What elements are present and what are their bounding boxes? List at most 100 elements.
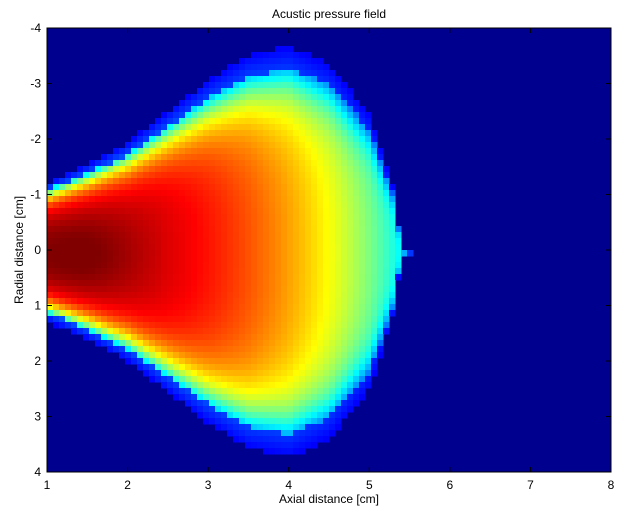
heatmap-cell (293, 298, 300, 305)
heatmap-cell (119, 208, 126, 215)
heatmap-cell (347, 316, 354, 323)
heatmap-cell (299, 256, 306, 263)
heatmap-cell (281, 274, 288, 281)
heatmap-cell (329, 412, 336, 419)
heatmap-cell (311, 184, 318, 191)
heatmap-cell (179, 250, 186, 257)
heatmap-cell (59, 238, 66, 245)
heatmap-cell (131, 346, 138, 353)
heatmap-cell (173, 124, 180, 131)
heatmap-cell (233, 76, 240, 83)
heatmap-cell (341, 166, 348, 173)
heatmap-cell (305, 130, 312, 137)
heatmap-cell (233, 364, 240, 371)
heatmap-cell (65, 244, 72, 251)
heatmap-cell (131, 298, 138, 305)
heatmap-cell (161, 316, 168, 323)
heatmap-cell (185, 328, 192, 335)
heatmap-cell (155, 130, 162, 137)
heatmap-cell (383, 268, 390, 275)
heatmap-cell (377, 196, 384, 203)
heatmap-cell (347, 172, 354, 179)
heatmap-cell (227, 76, 234, 83)
heatmap-cell (317, 94, 324, 101)
heatmap-cell (233, 370, 240, 377)
heatmap-cell (143, 208, 150, 215)
heatmap-cell (281, 316, 288, 323)
heatmap-cell (245, 172, 252, 179)
heatmap-cell (155, 238, 162, 245)
heatmap-cell (353, 226, 360, 233)
heatmap-cell (101, 184, 108, 191)
heatmap-cell (299, 292, 306, 299)
heatmap-cell (215, 304, 222, 311)
heatmap-cell (299, 274, 306, 281)
heatmap-cell (179, 136, 186, 143)
heatmap-cell (323, 190, 330, 197)
heatmap-cell (89, 244, 96, 251)
heatmap-cell (293, 400, 300, 407)
heatmap-cell (113, 310, 120, 317)
heatmap-cell (323, 430, 330, 437)
heatmap-cell (323, 304, 330, 311)
heatmap-cell (131, 304, 138, 311)
heatmap-cell (65, 202, 72, 209)
heatmap-cell (83, 214, 90, 221)
heatmap-cell (47, 304, 54, 311)
heatmap-cell (197, 196, 204, 203)
heatmap-cell (317, 316, 324, 323)
heatmap-cell (293, 448, 300, 455)
heatmap-cell (299, 244, 306, 251)
heatmap-cell (317, 58, 324, 65)
heatmap-cell (257, 64, 264, 71)
heatmap-cell (263, 178, 270, 185)
heatmap-cell (245, 256, 252, 263)
heatmap-cell (365, 136, 372, 143)
heatmap-cell (281, 382, 288, 389)
heatmap-cell (353, 310, 360, 317)
heatmap-cell (329, 124, 336, 131)
heatmap-cell (185, 310, 192, 317)
heatmap-cell (197, 400, 204, 407)
heatmap-cell (221, 352, 228, 359)
heatmap-cell (335, 82, 342, 89)
heatmap-cell (251, 226, 258, 233)
heatmap-cell (209, 250, 216, 257)
heatmap-cell (143, 304, 150, 311)
heatmap-cell (185, 106, 192, 113)
heatmap-cell (143, 292, 150, 299)
heatmap-cell (161, 196, 168, 203)
heatmap-cell (377, 334, 384, 341)
heatmap-cell (221, 280, 228, 287)
heatmap-cell (245, 316, 252, 323)
x-tick-label: 2 (124, 478, 131, 492)
heatmap-cell (335, 352, 342, 359)
heatmap-cell (377, 310, 384, 317)
chart-title: Acustic pressure field (272, 7, 386, 21)
heatmap-cell (113, 214, 120, 221)
heatmap-cell (221, 70, 228, 77)
heatmap-cell (71, 202, 78, 209)
heatmap-cell (125, 166, 132, 173)
heatmap-cell (293, 442, 300, 449)
heatmap-cell (227, 310, 234, 317)
heatmap-cell (191, 280, 198, 287)
heatmap-cell (275, 382, 282, 389)
heatmap-cell (53, 190, 60, 197)
heatmap-cell (149, 214, 156, 221)
heatmap-cell (203, 208, 210, 215)
heatmap-cell (335, 364, 342, 371)
heatmap-cell (239, 292, 246, 299)
heatmap-cell (257, 286, 264, 293)
heatmap-cell (335, 298, 342, 305)
heatmap-cell (233, 106, 240, 113)
heatmap-cell (323, 208, 330, 215)
heatmap-cell (293, 334, 300, 341)
heatmap-cell (323, 76, 330, 83)
heatmap-cell (335, 286, 342, 293)
heatmap-cell (155, 328, 162, 335)
heatmap-cell (269, 388, 276, 395)
heatmap-cell (131, 172, 138, 179)
heatmap-cell (53, 310, 60, 317)
heatmap-cell (239, 226, 246, 233)
